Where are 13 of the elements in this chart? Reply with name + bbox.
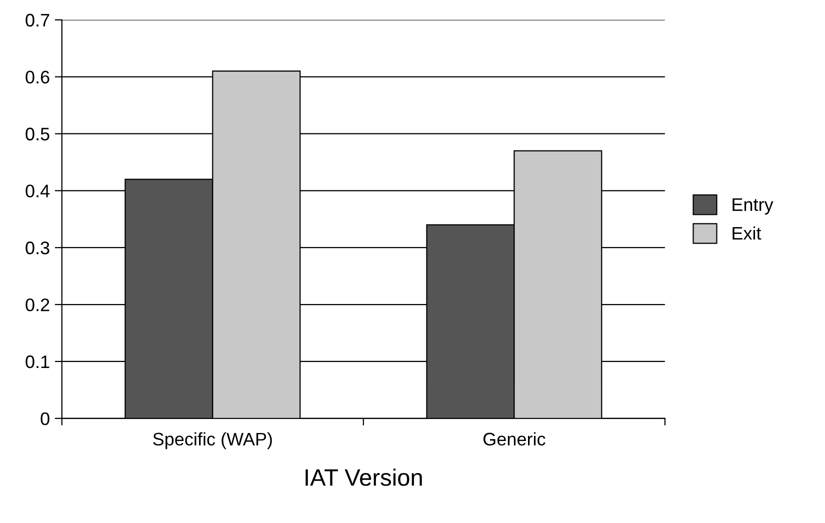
- legend-label: Exit: [732, 226, 762, 240]
- x-tick-label: Generic: [483, 432, 546, 446]
- legend-label: Entry: [732, 198, 774, 215]
- y-tick-label: 0.6: [26, 70, 50, 84]
- y-tick-label: 0.5: [26, 128, 50, 140]
- y-tick-label: 0.2: [26, 298, 50, 312]
- x-axis-title: IAT Version: [306, 468, 422, 486]
- x-tick-label: Specific (WAP): [153, 432, 272, 450]
- y-tick-label: 0.4: [26, 184, 50, 198]
- y-tick-label: 0: [40, 412, 50, 426]
- y-tick-label: 0.1: [26, 355, 50, 368]
- y-tick-label: 0.7: [26, 14, 50, 27]
- y-tick-label: 0.3: [26, 242, 50, 254]
